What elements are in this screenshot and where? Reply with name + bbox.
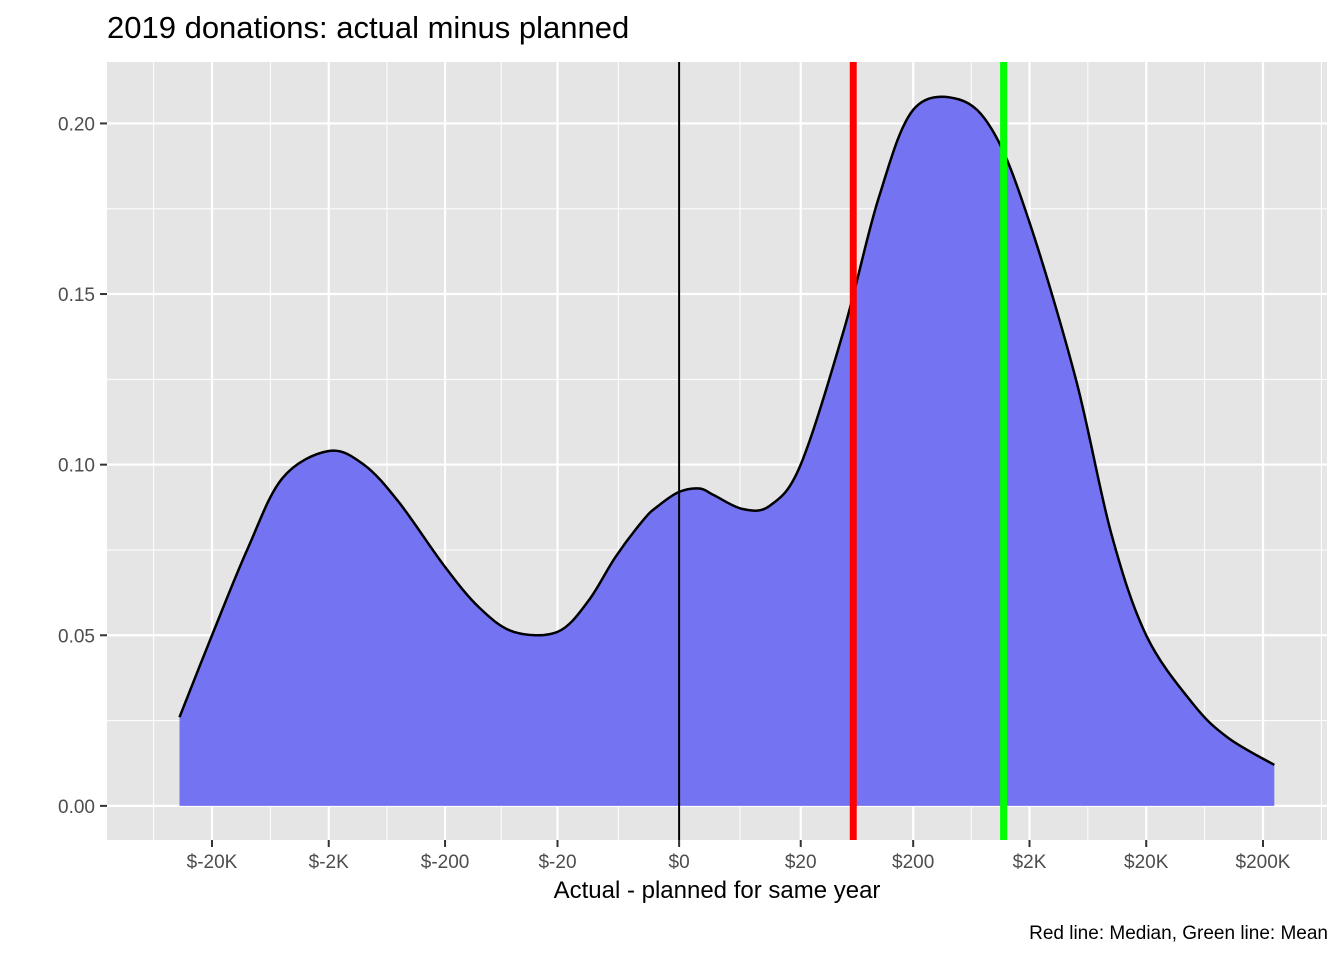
- x-tick-label: $2K: [1013, 852, 1047, 873]
- x-tick-label: $20: [785, 852, 817, 873]
- y-tick-label: 0.10: [58, 456, 95, 477]
- density-curve: [178, 95, 1275, 766]
- x-tick-label: $200: [892, 852, 934, 873]
- x-tick-label: $-20K: [187, 852, 238, 873]
- x-tick-label: $200K: [1236, 852, 1291, 873]
- y-axis: 0.00 0.05 0.10 0.15 0.20: [58, 114, 107, 818]
- chart-title: 2019 donations: actual minus planned: [107, 10, 630, 45]
- x-tick-label: $-2K: [309, 852, 349, 873]
- y-tick-label: 0.15: [58, 285, 95, 306]
- x-tick-label: $0: [669, 852, 690, 873]
- y-tick-label: 0.20: [58, 114, 95, 135]
- x-tick-label: $20K: [1124, 852, 1169, 873]
- x-tick-label: $-20: [538, 852, 576, 873]
- x-axis: $-20K $-2K $-200 $-20 $0 $20 $200 $2K $20K $200K: [187, 840, 1291, 873]
- reference-lines: [678, 62, 1008, 840]
- chart-caption: Red line: Median, Green line: Mean: [1029, 923, 1328, 944]
- x-axis-title: Actual - planned for same year: [553, 877, 881, 904]
- x-tick-label: $-200: [421, 852, 470, 873]
- y-tick-label: 0.05: [58, 626, 95, 647]
- y-tick-label: 0.00: [58, 797, 95, 818]
